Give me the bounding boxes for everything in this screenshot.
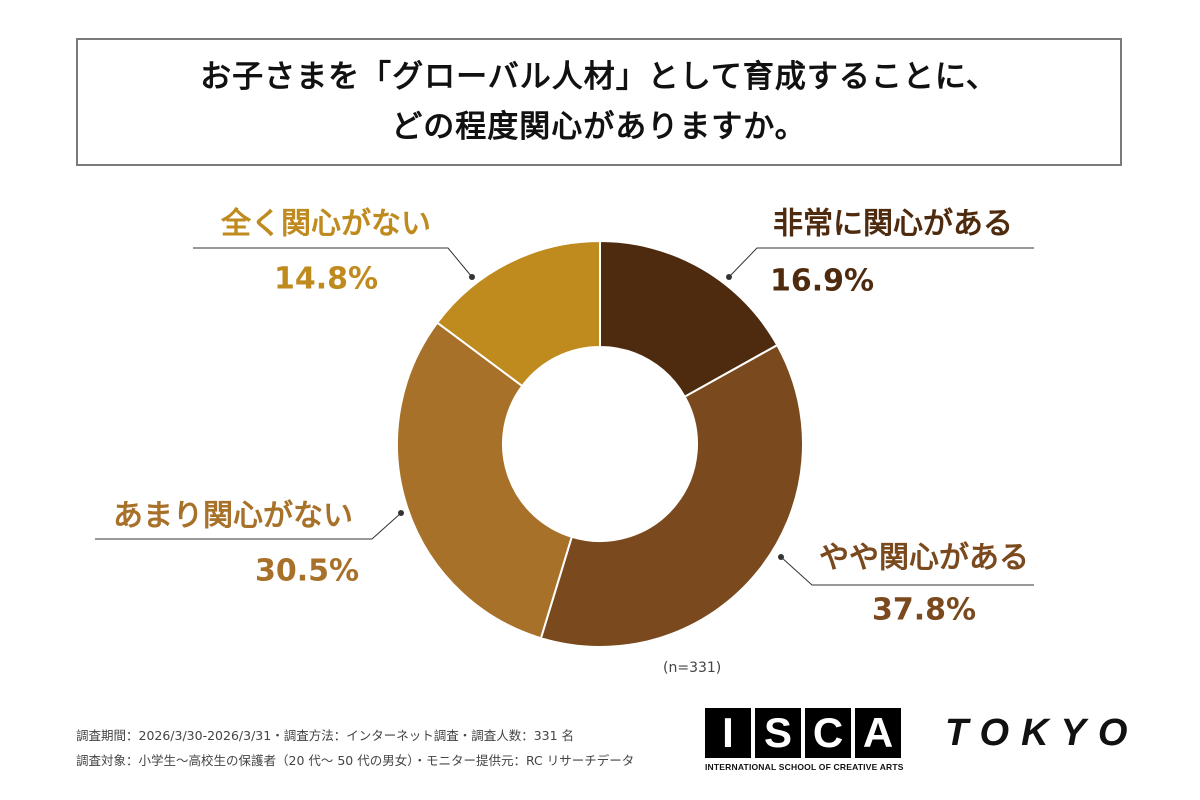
logo-letter-a: A xyxy=(855,708,901,758)
survey-info-line-2: 調査対象：小学生〜高校生の保護者（20 代〜 50 代の男女）・モニター提供元：… xyxy=(76,753,635,768)
slice-label-2: やや関心がある xyxy=(819,541,1029,576)
leader-line-2 xyxy=(780,556,1034,586)
donut-slice-1 xyxy=(599,239,779,399)
leader-dot-3 xyxy=(398,510,404,516)
sample-size-label: (n=331) xyxy=(663,660,722,676)
logo-letter-i: I xyxy=(705,708,751,758)
donut-slice-4 xyxy=(435,239,601,388)
logo-city: TOKYO xyxy=(945,712,1140,754)
title-box: お子さまを「グローバル人材」として育成することに、 どの程度関心がありますか。 xyxy=(76,38,1122,166)
leader-dot-1 xyxy=(726,274,732,280)
donut-slice-3 xyxy=(396,321,574,640)
slice-value-4: 14.8% xyxy=(274,262,378,297)
slice-label-4: 全く関心がない xyxy=(220,207,431,242)
logo-letter-s: S xyxy=(755,708,801,758)
survey-info-line-1: 調査期間：2026/3/30-2026/3/31・調査方法：インターネット調査・… xyxy=(76,728,575,743)
slice-value-2: 37.8% xyxy=(872,593,976,628)
leader-line-3 xyxy=(95,512,402,540)
slice-label-1: 非常に関心がある xyxy=(773,207,1013,242)
slice-value-1: 16.9% xyxy=(770,264,874,299)
leader-line-1 xyxy=(728,247,1034,278)
donut-slice-2 xyxy=(539,343,804,648)
logo-letter-c: C xyxy=(805,708,851,758)
chart-title-line-2: どの程度関心がありますか。 xyxy=(391,109,807,145)
slice-value-3: 30.5% xyxy=(255,554,359,589)
slice-label-3: あまり関心がない xyxy=(113,499,353,534)
isca-tokyo-logo: I S C A TOKYO INTERNATIONAL SCHOOL OF CR… xyxy=(705,708,1127,774)
leader-dot-2 xyxy=(778,554,784,560)
chart-title-line-1: お子さまを「グローバル人材」として育成することに、 xyxy=(200,59,998,95)
leader-dot-4 xyxy=(469,274,475,280)
logo-subtitle: INTERNATIONAL SCHOOL OF CREATIVE ARTS xyxy=(705,762,904,772)
leader-line-4 xyxy=(193,247,473,278)
